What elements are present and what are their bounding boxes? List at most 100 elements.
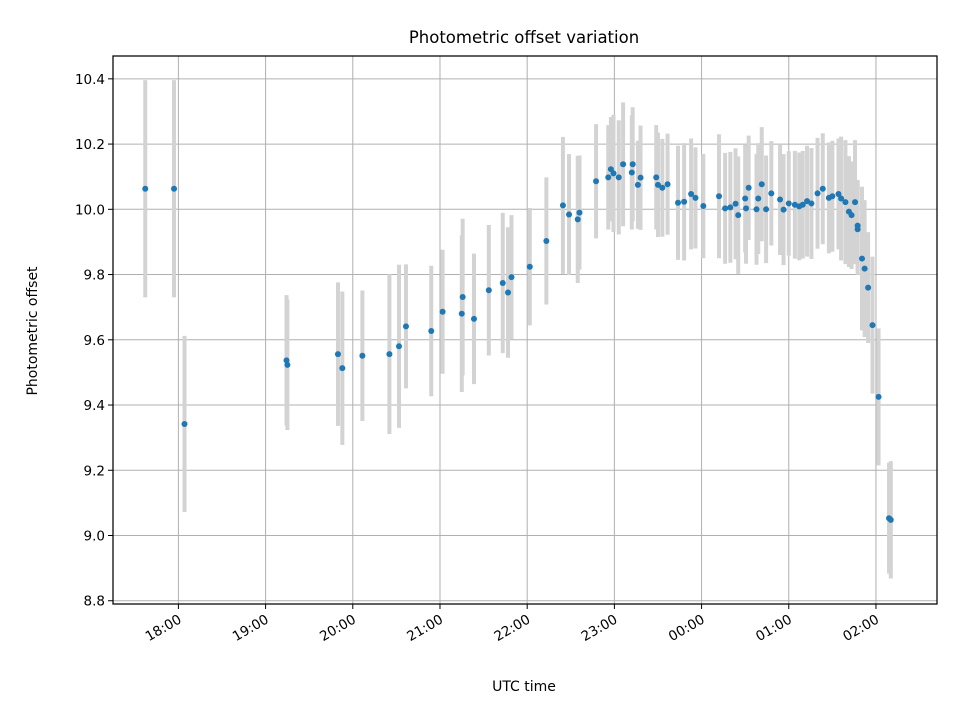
data-point	[692, 194, 699, 201]
data-point	[459, 294, 466, 301]
data-point	[620, 161, 627, 168]
data-point	[887, 516, 894, 523]
data-point	[859, 255, 866, 262]
y-tick-label: 10.2	[75, 137, 105, 153]
x-tick-label: 21:00	[404, 612, 446, 645]
data-point	[743, 205, 750, 212]
grid-lines	[113, 56, 937, 604]
x-tick-label: 23:00	[579, 612, 621, 645]
data-point	[732, 200, 739, 207]
data-point	[848, 212, 855, 219]
data-point	[637, 174, 644, 181]
data-point	[842, 199, 849, 206]
x-tick-label: 19:00	[230, 612, 272, 645]
data-point	[799, 201, 806, 208]
data-point	[339, 365, 346, 372]
data-point	[485, 287, 492, 294]
data-point	[559, 202, 566, 209]
data-point	[654, 181, 661, 188]
data-point	[716, 193, 723, 200]
data-point	[396, 343, 403, 350]
data-point	[610, 170, 617, 177]
data-point	[359, 352, 366, 359]
data-point	[574, 216, 581, 223]
data-point	[722, 205, 729, 212]
y-tick-label: 10.4	[75, 72, 105, 88]
data-point	[593, 178, 600, 185]
data-point	[664, 181, 671, 188]
data-point	[386, 351, 393, 358]
data-point	[566, 211, 573, 218]
data-point	[854, 222, 861, 229]
data-point	[745, 184, 752, 191]
data-point	[755, 195, 762, 202]
data-point	[659, 184, 666, 191]
y-tick-label: 10.0	[75, 202, 105, 218]
y-tick-label: 9.2	[84, 463, 105, 479]
data-point	[439, 308, 446, 315]
data-point	[758, 181, 765, 188]
plot-frame	[112, 55, 938, 605]
data-point	[334, 351, 341, 358]
data-point	[688, 190, 695, 197]
x-tick-label: 20:00	[317, 612, 359, 645]
x-tick-label: 02:00	[840, 612, 882, 645]
data-point	[768, 190, 775, 197]
data-point	[634, 181, 641, 188]
data-point	[700, 203, 707, 210]
data-point	[819, 185, 826, 192]
y-tick-label: 9.8	[84, 268, 105, 284]
data-point	[615, 174, 622, 181]
data-point	[499, 280, 506, 287]
data-point	[171, 185, 178, 192]
data-point	[869, 322, 876, 329]
y-tick-label: 9.4	[84, 398, 105, 414]
y-tick-label: 9.0	[84, 529, 105, 545]
data-point	[861, 265, 868, 272]
y-tick-label: 8.8	[84, 594, 105, 610]
data-point	[742, 195, 749, 202]
x-tick-label: 00:00	[666, 612, 708, 645]
data-point	[653, 174, 660, 181]
data-point	[808, 200, 815, 207]
data-point	[865, 284, 872, 291]
data-point	[727, 204, 734, 211]
data-point	[576, 209, 583, 216]
data-point	[835, 190, 842, 197]
data-point	[780, 206, 787, 213]
data-point	[763, 206, 770, 213]
error-bars	[143, 80, 893, 579]
y-tick-label: 9.6	[84, 333, 105, 349]
data-point	[628, 169, 635, 176]
x-tick-label: 22:00	[491, 612, 533, 645]
data-point	[402, 323, 409, 330]
data-point	[504, 289, 511, 296]
data-point	[777, 196, 784, 203]
data-point	[605, 174, 612, 181]
x-tick-label: 01:00	[753, 612, 795, 645]
data-point	[470, 315, 477, 322]
data-point	[875, 393, 882, 400]
data-point	[458, 310, 465, 317]
data-point	[753, 206, 760, 213]
data-point	[181, 420, 188, 427]
x-tick-label: 18:00	[143, 612, 185, 645]
data-point	[681, 198, 688, 205]
data-point	[814, 190, 821, 197]
data-points	[142, 161, 894, 523]
data-point	[852, 199, 859, 206]
data-point	[675, 199, 682, 206]
data-point	[508, 274, 515, 281]
data-point	[543, 237, 550, 244]
data-point	[838, 195, 845, 202]
data-point	[735, 212, 742, 219]
data-point	[284, 361, 291, 368]
chart-title: Photometric offset variation	[409, 28, 639, 47]
data-point	[283, 357, 290, 364]
x-axis-label: UTC time	[492, 679, 556, 695]
data-point	[428, 327, 435, 334]
y-axis-label: Photometric offset	[25, 266, 41, 396]
data-point	[829, 193, 836, 200]
data-point	[785, 200, 792, 207]
